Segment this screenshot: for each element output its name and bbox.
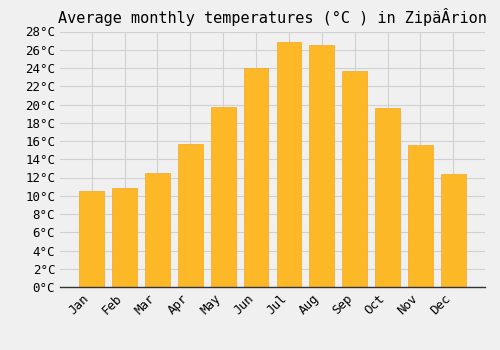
Bar xyxy=(376,108,400,287)
Bar xyxy=(342,71,367,287)
Bar xyxy=(276,42,301,287)
Bar xyxy=(178,144,203,287)
Title: Average monthly temperatures (°C ) in ZipäÂrion: Average monthly temperatures (°C ) in Zi… xyxy=(58,8,487,26)
Bar xyxy=(112,188,137,287)
Bar xyxy=(244,68,268,287)
Bar xyxy=(310,45,334,287)
Bar xyxy=(441,174,466,287)
Bar xyxy=(145,173,170,287)
Bar xyxy=(408,145,433,287)
Bar xyxy=(211,107,236,287)
Bar xyxy=(80,191,104,287)
